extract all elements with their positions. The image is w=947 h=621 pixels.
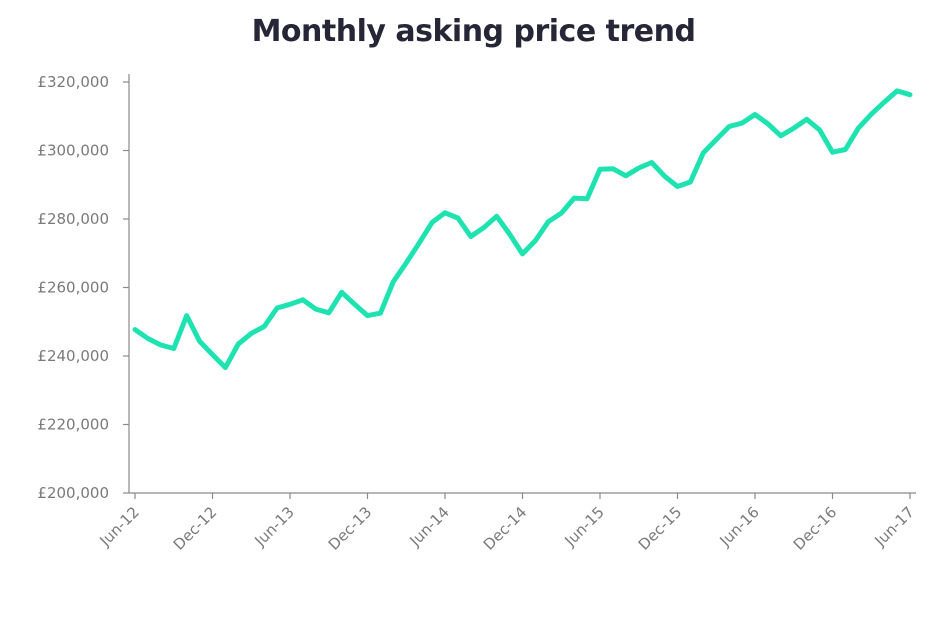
y-tick-label: £260,000 — [37, 279, 109, 297]
x-tick-label: Jun-12 — [95, 503, 142, 550]
x-tick-label: Dec-14 — [480, 503, 531, 554]
x-tick-label: Jun-16 — [715, 503, 762, 550]
x-tick-label: Dec-13 — [325, 503, 376, 554]
axes — [128, 74, 916, 494]
y-axis-ticks: £200,000 £220,000 £240,000 £260,000 £280,000… — [37, 73, 129, 502]
chart-title: Monthly asking price trend — [251, 14, 696, 49]
x-tick-label: Dec-16 — [790, 503, 841, 554]
x-tick-label: Jun-17 — [870, 503, 917, 550]
x-tick-label: Dec-12 — [170, 503, 221, 554]
x-tick-label: Jun-15 — [560, 503, 607, 550]
x-axis-ticks: Jun-12 Dec-12 Jun-13 Dec-13 Jun-14 Dec-14 Jun-… — [95, 493, 918, 554]
x-tick-label: Dec-15 — [635, 503, 686, 554]
y-tick-label: £300,000 — [37, 142, 109, 160]
y-tick-label: £200,000 — [37, 484, 109, 502]
y-tick-label: £280,000 — [37, 210, 109, 228]
series-line — [132, 88, 913, 371]
x-tick-label: Jun-13 — [250, 503, 297, 550]
series-lines — [132, 88, 913, 371]
y-tick-label: £240,000 — [37, 347, 109, 365]
y-tick-label: £220,000 — [37, 416, 109, 434]
x-tick-label: Jun-14 — [405, 503, 452, 550]
y-tick-label: £320,000 — [37, 73, 109, 91]
